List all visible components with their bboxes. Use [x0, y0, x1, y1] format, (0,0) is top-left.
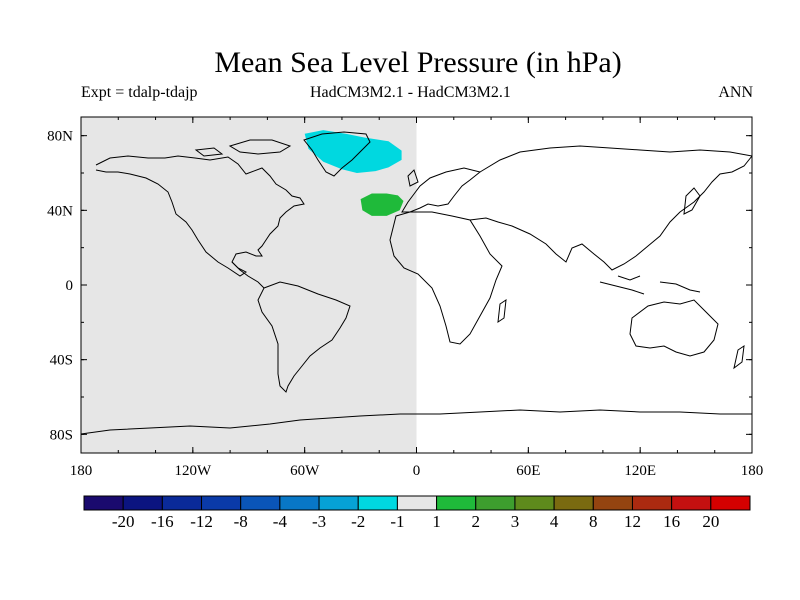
x-tick-label: 180: [70, 463, 93, 479]
colorbar-box: [161, 495, 203, 511]
colorbar-box: [396, 495, 438, 511]
colorbar-label: 1: [432, 512, 441, 531]
colorbar-label: 3: [511, 512, 520, 531]
colorbar-box: [201, 495, 242, 511]
colorbar-box: [553, 495, 594, 511]
coastlines: [81, 131, 752, 435]
y-tick-label: 80S: [50, 427, 73, 443]
x-tick-label: 120W: [174, 463, 212, 479]
shaded-region-1: [304, 130, 402, 173]
colorbar-box: [279, 495, 320, 511]
coastline-europe: [401, 167, 482, 213]
colorbar-label: -16: [151, 512, 174, 531]
colorbar-label: 16: [663, 512, 680, 531]
y-tick-label: 40S: [50, 353, 73, 369]
coastline-greenland: [303, 131, 371, 177]
colorbar-box: [710, 495, 751, 511]
colorbar-box: [631, 495, 673, 511]
colorbar-label: 8: [589, 512, 598, 531]
colorbar-label: -12: [190, 512, 213, 531]
chart-title: Mean Sea Level Pressure (in hPa): [214, 46, 622, 79]
coastline-north-america: [95, 155, 305, 277]
shaded-region-2: [360, 193, 404, 216]
season-label: ANN: [718, 84, 753, 101]
y-tick-label: 80N: [47, 129, 73, 145]
y-axis: 80N 40N 0 40S 80S: [47, 129, 752, 443]
coastline-central-america: [231, 261, 265, 289]
colorbar-box: [318, 495, 359, 511]
coastline-africa: [389, 211, 503, 345]
colorbar-label: -8: [234, 512, 248, 531]
x-tick-label: 180: [741, 463, 764, 479]
colorbar: -20 -16 -12 -8 -4 -3 -2 -1 1 2 3 4 8 12 16 20: [83, 495, 751, 531]
colorbar-label: -2: [351, 512, 365, 531]
experiment-label: Expt = tdalp-tdajp: [81, 84, 198, 101]
colorbar-label: 20: [702, 512, 719, 531]
colorbar-box: [671, 495, 712, 511]
shaded-regions: [81, 117, 417, 453]
coastline-antarctica: [81, 409, 752, 435]
colorbar-box: [436, 495, 477, 511]
y-tick-label: 0: [66, 278, 74, 294]
colorbar-label: -3: [312, 512, 326, 531]
coastline-australia: [629, 299, 719, 357]
colorbar-label: -1: [390, 512, 404, 531]
coastline-madagascar: [497, 298, 507, 324]
x-axis: 180 120W 60W 0 60E 120E 180: [70, 117, 764, 479]
colorbar-label: 4: [550, 512, 559, 531]
colorbar-label: 2: [472, 512, 481, 531]
coastline-new-zealand: [733, 344, 745, 370]
colorbar-label: -4: [273, 512, 288, 531]
x-tick-label: 0: [413, 463, 421, 479]
x-tick-label: 60W: [290, 463, 320, 479]
y-tick-label: 40N: [47, 203, 73, 219]
colorbar-box: [83, 495, 124, 511]
x-tick-label: 60E: [516, 463, 540, 479]
colorbar-box: [514, 495, 555, 511]
model-label: HadCM3M2.1 - HadCM3M2.1: [310, 84, 511, 101]
coastline-asia: [469, 145, 752, 271]
coastline-japan: [683, 187, 701, 215]
colorbar-box: [122, 495, 163, 511]
colorbar-label: -20: [112, 512, 135, 531]
colorbar-label: 12: [624, 512, 641, 531]
colorbar-box: [592, 495, 633, 511]
colorbar-box: [475, 495, 516, 511]
coastline-british-isles: [407, 169, 419, 187]
coastline-indonesia: [599, 275, 701, 295]
colorbar-box: [357, 495, 398, 511]
coastline-arctic-islands: [194, 139, 292, 157]
colorbar-box: [240, 495, 281, 511]
x-tick-label: 120E: [624, 463, 656, 479]
coastline-south-america: [257, 281, 351, 393]
